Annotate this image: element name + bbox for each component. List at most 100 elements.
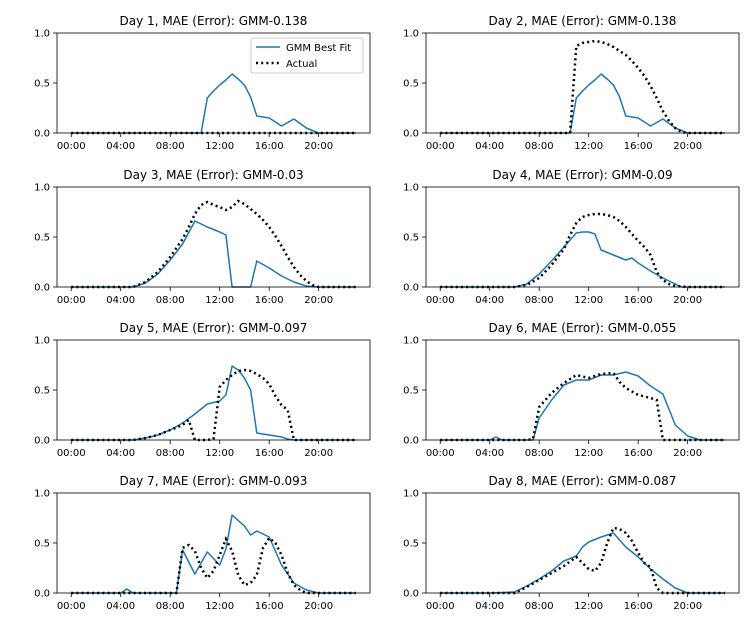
x-tick-label: 16:00 — [255, 141, 284, 152]
panel-title: Day 6, MAE (Error): GMM-0.055 — [489, 321, 677, 335]
x-tick-label: 12:00 — [205, 295, 234, 306]
series-gmm-best-fit — [440, 231, 725, 288]
x-tick-label: 08:00 — [156, 601, 185, 612]
panel-title: Day 1, MAE (Error): GMM-0.138 — [120, 14, 308, 28]
x-tick-label: 12:00 — [574, 295, 603, 306]
x-tick-label: 00:00 — [426, 448, 455, 459]
y-tick-label: 0.0 — [34, 589, 50, 600]
x-tick-label: 16:00 — [624, 448, 653, 459]
y-tick-label: 0.5 — [34, 539, 50, 550]
plot-frame — [425, 186, 740, 288]
y-tick-label: 1.0 — [403, 336, 419, 347]
x-tick-label: 20:00 — [673, 141, 702, 152]
y-tick-label: 1.0 — [403, 29, 419, 40]
series-actual — [440, 212, 725, 289]
y-tick-label: 1.0 — [403, 489, 419, 500]
x-tick-label: 16:00 — [624, 141, 653, 152]
y-tick-label: 1.0 — [403, 183, 419, 194]
x-tick-label: 12:00 — [574, 448, 603, 459]
plot-frame — [56, 32, 371, 134]
y-tick-label: 0.0 — [34, 129, 50, 140]
panel-day-5: Day 5, MAE (Error): GMM-0.097 0.0 0.5 1.0 00… — [34, 321, 371, 459]
panel-day-3: Day 3, MAE (Error): GMM-0.03 0.0 0.5 1.0 00:… — [34, 168, 371, 306]
x-tick-label: 16:00 — [255, 448, 284, 459]
plot-frame — [425, 492, 740, 594]
x-tick-label: 20:00 — [673, 448, 702, 459]
x-tick-label: 00:00 — [426, 295, 455, 306]
y-tick-label: 1.0 — [34, 183, 50, 194]
x-tick-label: 04:00 — [106, 448, 135, 459]
legend-actual-label: Actual — [286, 59, 317, 70]
y-tick-label: 0.0 — [403, 589, 419, 600]
x-tick-label: 08:00 — [156, 295, 185, 306]
y-tick-label: 0.5 — [403, 233, 419, 244]
y-tick-label: 0.5 — [403, 539, 419, 550]
x-tick-label: 16:00 — [624, 295, 653, 306]
x-tick-label: 00:00 — [57, 141, 86, 152]
x-tick-label: 20:00 — [673, 295, 702, 306]
panel-day-4: Day 4, MAE (Error): GMM-0.09 0.0 0.5 1.0 00:… — [403, 168, 740, 306]
series-actual — [71, 199, 356, 289]
x-tick-label: 00:00 — [426, 601, 455, 612]
y-tick-label: 0.5 — [34, 386, 50, 397]
panel-title: Day 2, MAE (Error): GMM-0.138 — [489, 14, 677, 28]
x-tick-label: 12:00 — [205, 141, 234, 152]
x-tick-label: 16:00 — [255, 295, 284, 306]
panel-title: Day 5, MAE (Error): GMM-0.097 — [120, 321, 308, 335]
panel-day-6: Day 6, MAE (Error): GMM-0.055 0.0 0.5 1.0 00… — [403, 321, 740, 459]
x-tick-label: 20:00 — [304, 448, 333, 459]
series-actual — [440, 526, 725, 595]
x-tick-label: 08:00 — [156, 141, 185, 152]
x-tick-label: 04:00 — [106, 141, 135, 152]
x-tick-label: 16:00 — [255, 601, 284, 612]
x-tick-label: 08:00 — [525, 601, 554, 612]
panel-day-8: Day 8, MAE (Error): GMM-0.087 0.0 0.5 1.0 00… — [403, 474, 740, 612]
y-tick-label: 0.5 — [403, 79, 419, 90]
x-tick-label: 08:00 — [156, 448, 185, 459]
x-tick-label: 00:00 — [57, 295, 86, 306]
y-tick-label: 0.5 — [34, 79, 50, 90]
y-tick-label: 0.5 — [34, 233, 50, 244]
x-tick-label: 04:00 — [106, 295, 135, 306]
plot-frame — [56, 186, 371, 288]
x-tick-label: 20:00 — [304, 141, 333, 152]
y-tick-label: 1.0 — [34, 489, 50, 500]
y-tick-label: 0.0 — [403, 129, 419, 140]
x-tick-label: 04:00 — [475, 141, 504, 152]
panel-day-2: Day 2, MAE (Error): GMM-0.138 0.0 0.5 1.0 00… — [403, 14, 740, 152]
x-tick-label: 20:00 — [673, 601, 702, 612]
x-tick-label: 16:00 — [624, 601, 653, 612]
panel-title: Day 3, MAE (Error): GMM-0.03 — [123, 168, 303, 182]
y-tick-label: 0.0 — [403, 436, 419, 447]
x-tick-label: 12:00 — [205, 448, 234, 459]
x-tick-label: 12:00 — [574, 141, 603, 152]
y-tick-label: 1.0 — [34, 29, 50, 40]
panel-title: Day 7, MAE (Error): GMM-0.093 — [120, 474, 308, 488]
legend: GMM Best Fit Actual — [250, 37, 364, 74]
panels: Day 1, MAE (Error): GMM-0.138 0.0 0.5 1.0 00… — [34, 14, 740, 612]
x-tick-label: 08:00 — [525, 141, 554, 152]
x-tick-label: 08:00 — [525, 448, 554, 459]
x-tick-label: 12:00 — [574, 601, 603, 612]
x-tick-label: 04:00 — [475, 601, 504, 612]
legend-fit-label: GMM Best Fit — [286, 43, 351, 54]
panel-day-7: Day 7, MAE (Error): GMM-0.093 0.0 0.5 1.0 00… — [34, 474, 371, 612]
series-gmm-best-fit — [71, 220, 356, 288]
x-tick-label: 00:00 — [57, 448, 86, 459]
x-tick-label: 04:00 — [475, 295, 504, 306]
x-tick-label: 12:00 — [205, 601, 234, 612]
plot-frame — [425, 32, 740, 134]
x-tick-label: 00:00 — [57, 601, 86, 612]
y-tick-label: 0.0 — [34, 283, 50, 294]
x-tick-label: 00:00 — [426, 141, 455, 152]
panel-title: Day 8, MAE (Error): GMM-0.087 — [489, 474, 677, 488]
plot-frame — [425, 339, 740, 441]
x-tick-label: 20:00 — [304, 601, 333, 612]
y-tick-label: 0.5 — [403, 386, 419, 397]
x-tick-label: 20:00 — [304, 295, 333, 306]
x-tick-label: 08:00 — [525, 295, 554, 306]
y-tick-label: 1.0 — [34, 336, 50, 347]
panel-day-1: Day 1, MAE (Error): GMM-0.138 0.0 0.5 1.0 00… — [34, 14, 371, 152]
